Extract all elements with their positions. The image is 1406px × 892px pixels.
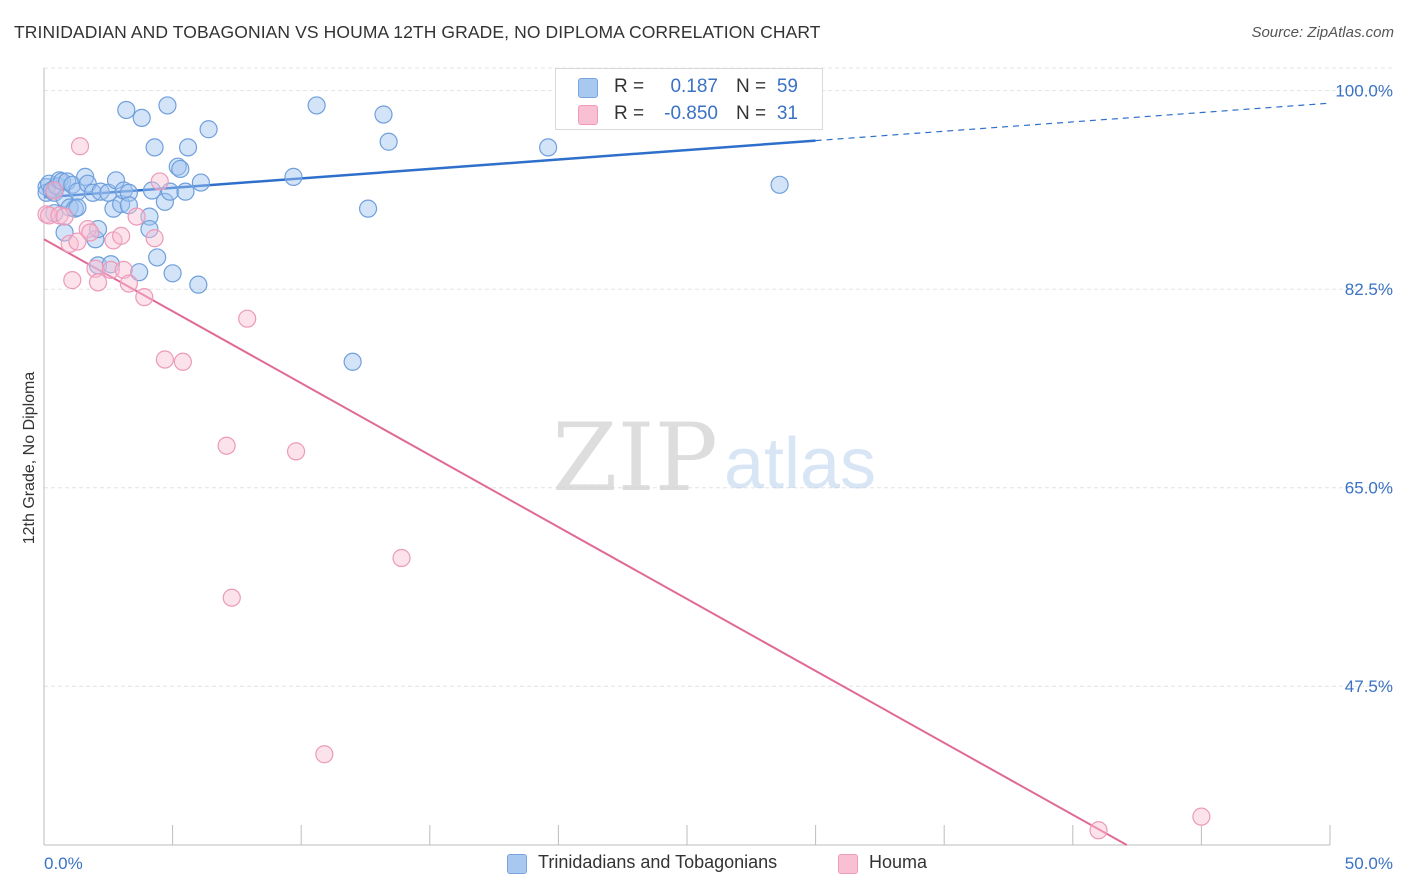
data-point-blue bbox=[199, 120, 218, 139]
data-point-pink bbox=[119, 274, 138, 293]
data-point-pink bbox=[392, 548, 411, 568]
data-point-blue bbox=[379, 132, 398, 151]
y-tick-label: 65.0% bbox=[1345, 479, 1393, 498]
data-point-blue bbox=[91, 182, 110, 201]
correlation-legend: R = 0.187 N = 59 R = -0.850 N = 31 bbox=[555, 68, 823, 130]
data-point-blue bbox=[539, 138, 558, 157]
legend-swatch-pink bbox=[578, 105, 598, 125]
watermark-atlas: atlas bbox=[724, 424, 876, 504]
y-tick-label: 47.5% bbox=[1345, 677, 1393, 696]
data-point-blue bbox=[140, 207, 159, 226]
legend-n-value: 59 bbox=[776, 76, 798, 97]
data-point-blue bbox=[191, 173, 210, 192]
data-point-blue bbox=[358, 199, 378, 218]
legend-r-label: R = bbox=[614, 76, 645, 97]
data-point-pink bbox=[127, 207, 146, 226]
bottom-legend-label-blue: Trinidadians and Tobagonians bbox=[538, 852, 778, 872]
data-point-pink bbox=[68, 232, 87, 251]
legend-row-pink: R = -0.850 N = 31 bbox=[556, 101, 822, 127]
data-point-blue bbox=[374, 105, 393, 124]
data-point-blue bbox=[307, 96, 326, 115]
data-point-pink bbox=[101, 260, 120, 280]
legend-row-blue: R = 0.187 N = 59 bbox=[556, 74, 822, 100]
data-point-pink bbox=[222, 588, 241, 607]
data-point-pink bbox=[145, 229, 164, 248]
watermark-zip: ZIP bbox=[552, 404, 718, 513]
data-point-blue bbox=[132, 108, 151, 128]
data-point-blue bbox=[284, 167, 303, 186]
data-point-blue bbox=[130, 263, 149, 282]
data-point-blue bbox=[145, 138, 164, 157]
data-point-pink bbox=[70, 137, 90, 156]
data-point-blue bbox=[343, 352, 362, 371]
legend-r-label: R = bbox=[614, 103, 645, 124]
data-point-blue bbox=[83, 183, 102, 202]
x-tick-label: 0.0% bbox=[44, 854, 83, 873]
data-point-blue bbox=[68, 198, 87, 217]
data-point-pink bbox=[135, 288, 154, 307]
data-point-pink bbox=[1089, 821, 1108, 840]
y-tick-label: 82.5% bbox=[1345, 280, 1393, 299]
data-point-blue bbox=[119, 183, 138, 202]
data-point-blue bbox=[117, 100, 136, 120]
data-point-pink bbox=[81, 223, 100, 242]
data-point-pink bbox=[55, 207, 74, 226]
data-point-pink bbox=[315, 745, 334, 764]
legend-r-value: -0.850 bbox=[664, 103, 718, 124]
data-point-pink bbox=[88, 273, 108, 292]
legend-n-label: N = bbox=[736, 103, 767, 124]
data-point-blue bbox=[106, 171, 126, 190]
data-point-blue bbox=[142, 181, 162, 200]
data-point-pink bbox=[286, 442, 306, 461]
data-point-pink bbox=[1192, 807, 1211, 826]
data-point-blue bbox=[770, 175, 789, 194]
data-point-blue bbox=[158, 96, 177, 115]
data-point-pink bbox=[114, 260, 133, 280]
data-point-blue bbox=[189, 275, 208, 294]
data-point-blue bbox=[148, 248, 167, 267]
trendline-blue-extension bbox=[815, 102, 1331, 142]
data-point-blue bbox=[155, 192, 174, 211]
legend-swatch-blue bbox=[578, 78, 598, 98]
data-point-pink bbox=[45, 181, 64, 200]
trendline-blue bbox=[43, 139, 816, 199]
bottom-legend-swatch-pink bbox=[838, 854, 858, 874]
data-point-pink bbox=[40, 206, 59, 225]
data-point-blue bbox=[168, 157, 187, 176]
data-point-pink bbox=[155, 350, 174, 369]
data-point-blue bbox=[55, 223, 74, 242]
data-point-pink bbox=[217, 436, 236, 455]
data-point-blue bbox=[176, 182, 195, 201]
data-point-pink bbox=[78, 219, 97, 239]
legend-r-value: 0.187 bbox=[670, 76, 718, 97]
data-point-pink bbox=[173, 352, 192, 371]
chart-source: Source: ZipAtlas.com bbox=[1251, 24, 1394, 41]
legend-n-value: 31 bbox=[776, 103, 798, 124]
trendline-pink bbox=[43, 238, 1128, 846]
data-point-pink bbox=[150, 172, 169, 191]
bottom-legend-swatch-blue bbox=[507, 854, 527, 874]
data-point-pink bbox=[112, 226, 131, 245]
y-tick-label: 100.0% bbox=[1335, 82, 1393, 101]
data-point-blue bbox=[140, 219, 159, 239]
data-point-pink bbox=[63, 271, 82, 290]
chart-title: TRINIDADIAN AND TOBAGONIAN VS HOUMA 12TH… bbox=[14, 22, 821, 42]
data-point-pink bbox=[86, 259, 105, 278]
x-tick-label: 50.0% bbox=[1345, 854, 1393, 873]
data-point-blue bbox=[163, 264, 182, 283]
data-point-pink bbox=[238, 309, 257, 328]
data-point-blue bbox=[178, 138, 198, 157]
data-point-blue bbox=[171, 159, 190, 179]
bottom-legend-label-pink: Houma bbox=[869, 852, 928, 872]
legend-n-label: N = bbox=[736, 76, 767, 97]
